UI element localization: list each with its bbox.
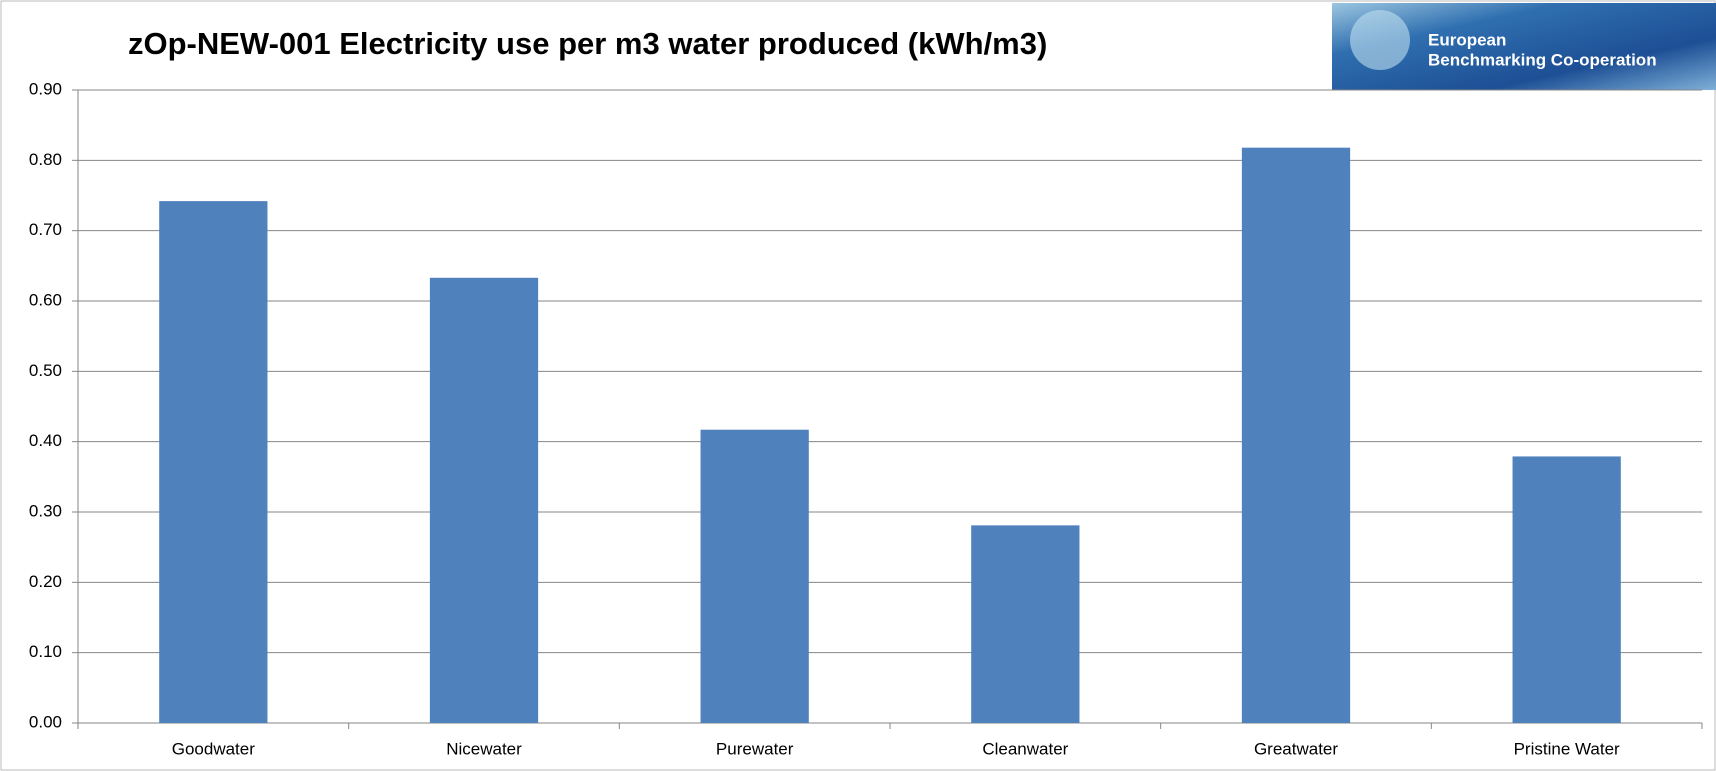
y-tick-label: 0.80 — [29, 150, 62, 169]
y-tick-label: 0.10 — [29, 642, 62, 661]
bar — [971, 525, 1080, 723]
x-tick-label: Pristine Water — [1514, 739, 1620, 758]
logo-text: Benchmarking Co-operation — [1428, 50, 1657, 69]
y-tick-label: 0.20 — [29, 572, 62, 591]
y-tick-label: 0.40 — [29, 431, 62, 450]
y-tick-label: 0.90 — [29, 79, 62, 98]
y-tick-label: 0.50 — [29, 361, 62, 380]
x-tick-label: Goodwater — [172, 739, 255, 758]
x-tick-label: Nicewater — [446, 739, 522, 758]
logo-text: European — [1428, 30, 1506, 49]
y-tick-label: 0.30 — [29, 501, 62, 520]
y-tick-label: 0.60 — [29, 290, 62, 309]
logo: European Benchmarking Co-operation — [1332, 3, 1716, 90]
logo-globe — [1350, 10, 1410, 70]
bar — [429, 277, 539, 723]
bar — [700, 429, 809, 723]
bar — [1241, 147, 1351, 723]
y-tick-label: 0.00 — [29, 712, 62, 731]
chart-title: zOp-NEW-001 Electricity use per m3 water… — [128, 26, 1047, 61]
y-tick-label: 0.70 — [29, 220, 62, 239]
bar — [1512, 456, 1621, 723]
x-tick-label: Purewater — [716, 739, 794, 758]
x-tick-label: Greatwater — [1254, 739, 1338, 758]
bar — [159, 201, 268, 724]
x-tick-label: Cleanwater — [982, 739, 1068, 758]
